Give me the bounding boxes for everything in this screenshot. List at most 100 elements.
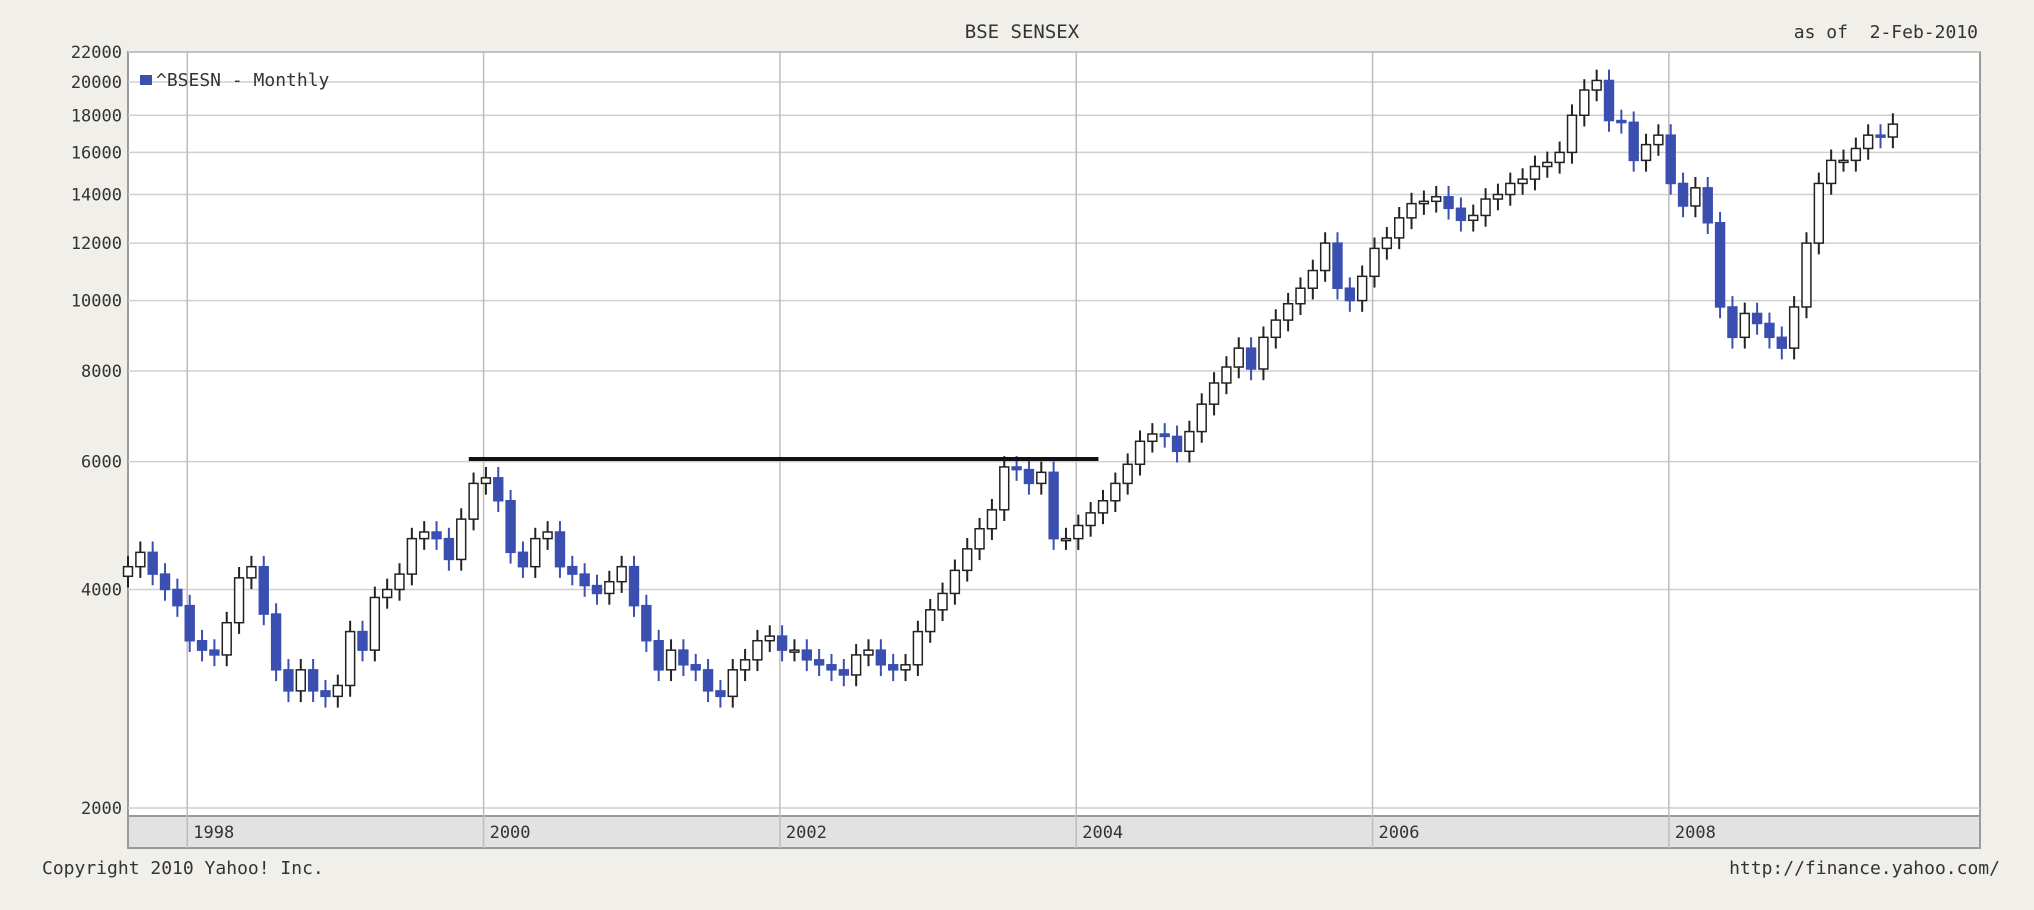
candle-body [542,531,553,540]
candle-body [1171,435,1183,453]
candle-body [1344,287,1356,302]
y-tick-label: 18000 [71,106,122,126]
candle-body [1739,312,1750,339]
candle-body [937,592,948,611]
candle-body [690,664,701,671]
candle-body [739,659,751,671]
candle-body [270,613,282,671]
y-tick-label: 10000 [71,292,122,312]
candle-body [1073,524,1084,540]
candle-body [172,588,183,607]
candle-body [900,664,911,671]
candle-body [925,609,936,633]
candle-body [1640,143,1652,162]
y-tick-label: 16000 [71,143,122,163]
candle-body [1394,217,1405,239]
candle-body [1776,336,1787,349]
legend-swatch [140,75,152,85]
copyright-text: Copyright 2010 Yahoo! Inc. [42,858,324,879]
candle-body [579,573,590,587]
candle-body [1369,247,1380,278]
candle-body [628,565,640,607]
candle-body [443,537,455,561]
y-tick-label: 2000 [81,799,122,819]
candle-body [1764,322,1775,339]
candle-body [1184,430,1195,453]
candle-body [1036,471,1047,485]
y-tick-label: 22000 [71,43,122,63]
candle-body [1208,382,1220,405]
candle-body [1653,134,1664,146]
candle-body [962,548,973,572]
candle-body [369,596,381,651]
candle-body [1542,161,1553,168]
candle-body [974,527,985,550]
grid-lines [128,51,1980,848]
y-tick-label: 20000 [71,73,122,93]
candle-body [480,477,492,485]
x-tick-label: 2008 [1675,823,1716,843]
candle-body [591,584,603,595]
candle-body [1850,147,1862,162]
candle-body [209,649,220,656]
candle-body [1431,196,1442,203]
candle-body [850,654,862,676]
y-tick-label: 12000 [71,234,122,254]
candle-body [221,621,232,656]
plot-area [127,51,1981,817]
candle-body [1332,242,1343,289]
candle-body [159,573,171,591]
candle-body [1356,275,1368,302]
candle-body [838,669,850,676]
candle-body [307,669,319,692]
candle-body [196,639,208,651]
candle-body [1110,482,1121,502]
candle-body [1319,242,1331,272]
candle-body [1307,269,1318,289]
candle-body [1875,134,1886,138]
candle-body [1591,79,1602,91]
candle-body [1295,287,1306,305]
candle-body [431,531,442,540]
candle-body [419,531,430,540]
candle-body [1517,178,1528,185]
candle-body [789,649,800,653]
candle-body [678,649,689,666]
candle-body [1011,466,1022,471]
candle-body [1455,207,1467,222]
x-axis-band [127,815,1981,849]
candle-body [1529,165,1541,180]
candle-body [456,518,467,561]
candle-body [1270,319,1281,339]
candle-body [1862,134,1874,150]
candle-body [1443,196,1454,210]
candle-body [727,669,738,698]
candle-body [1468,214,1479,222]
candle-body [554,531,566,568]
candle-body [135,551,146,568]
candle-body [1677,182,1689,207]
candle-body [1258,336,1269,370]
candle-body [887,664,899,671]
candle-body [764,635,775,642]
candle-body [1751,312,1763,325]
candle-body [653,639,664,671]
candle-body [283,669,294,692]
y-axis-ticks: 2000 4000 6000 8000 10000 12000 14000 16000 1800… [71,43,122,819]
candle-body [1282,303,1294,321]
x-axis-ticks: 1998 2000 2002 2004 2006 2008 [193,823,1716,843]
candle-body [1134,440,1146,466]
candle-body [1727,306,1738,339]
candle-body [122,565,134,578]
candle-body [1196,403,1207,433]
x-tick-label: 2002 [786,823,827,843]
candle-body [1245,347,1257,370]
candle-body [233,577,245,624]
candle-body [912,630,924,666]
candle-body [147,551,158,575]
candle-body [1147,433,1158,443]
candle-body [1406,202,1417,219]
candle-body [665,649,677,671]
candle-body [332,684,344,698]
candle-body [616,565,627,583]
